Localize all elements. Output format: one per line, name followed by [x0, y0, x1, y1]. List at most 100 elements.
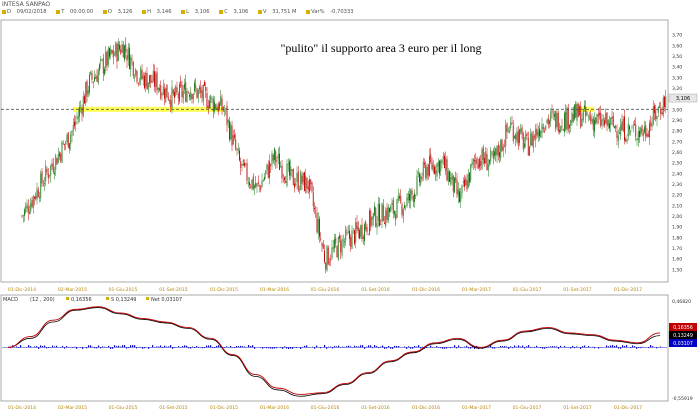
candle-body — [229, 120, 230, 140]
macd-histogram-bar — [38, 347, 40, 349]
macd-histogram-bar — [182, 346, 184, 348]
candle-body — [112, 50, 114, 58]
candle-body — [34, 196, 35, 199]
macd-histogram-bar — [358, 346, 360, 348]
candle-body — [62, 143, 64, 145]
candle-body — [535, 128, 537, 141]
macd-histogram-bar — [90, 345, 92, 348]
macd-histogram-bar — [416, 346, 418, 348]
candle-body — [329, 261, 330, 263]
candle-body — [114, 54, 115, 56]
macd-histogram-bar — [74, 346, 76, 348]
macd-histogram-bar — [242, 346, 244, 348]
candle-body — [154, 71, 155, 87]
candle-body — [610, 117, 612, 126]
macd-histogram-bar — [164, 345, 166, 348]
candle-body — [180, 81, 182, 87]
candle-body — [129, 48, 130, 69]
macd-value-tag — [669, 323, 697, 331]
candle-body — [59, 152, 60, 157]
candle-body — [297, 171, 299, 191]
macd-histogram-bar — [442, 347, 444, 349]
macd-x-tick-label: 01-Set-2016 — [361, 405, 389, 411]
macd-histogram-bar — [518, 345, 520, 348]
macd-histogram-bar — [524, 347, 526, 349]
candle-body — [472, 158, 474, 165]
candle-body — [549, 120, 550, 124]
macd-histogram-bar — [404, 346, 406, 348]
candle-body — [639, 130, 640, 138]
candle-body — [379, 203, 380, 226]
candle-body — [452, 175, 454, 192]
macd-histogram-bar — [380, 346, 382, 348]
candle-body — [99, 64, 100, 71]
candle-body — [649, 123, 650, 138]
macd-histogram-bar — [162, 347, 164, 349]
macd-histogram-bar — [40, 345, 42, 348]
candle-body — [339, 236, 340, 239]
candle-body — [161, 93, 163, 96]
candle-body — [444, 155, 445, 169]
price-y-tick-label: 3,20 — [672, 86, 682, 92]
candle-body — [117, 42, 119, 61]
candle-body — [427, 164, 429, 176]
macd-histogram-bar — [186, 345, 188, 348]
candle-body — [76, 116, 78, 119]
candle-body — [56, 158, 58, 165]
candle-body — [291, 169, 293, 171]
candle-body — [356, 221, 358, 230]
macd-histogram-bar — [334, 346, 336, 348]
candle-body — [234, 135, 235, 138]
macd-histogram-bar — [240, 345, 242, 348]
candle-body — [52, 164, 54, 172]
price-x-tick-label: 01-Set-2017 — [563, 287, 591, 293]
macd-histogram-bar — [570, 347, 572, 349]
candle-body — [214, 102, 215, 112]
candle-body — [454, 177, 455, 193]
candle-body — [412, 195, 414, 202]
candle-body — [386, 208, 388, 220]
candle-body — [434, 166, 435, 174]
macd-histogram-bar — [458, 345, 460, 348]
candle-body — [147, 82, 149, 91]
candle-body — [464, 179, 465, 187]
candle-body — [362, 236, 364, 239]
macd-histogram-bar — [172, 347, 174, 349]
candle-body — [90, 71, 92, 75]
candle-body — [652, 106, 654, 125]
candle-body — [582, 110, 584, 121]
macd-histogram-bar — [642, 346, 644, 348]
candle-body — [597, 114, 599, 117]
candle-body — [184, 83, 185, 90]
candle-body — [520, 128, 522, 133]
macd-histogram-bar — [212, 347, 214, 348]
candle-body — [269, 161, 270, 178]
candle-body — [371, 216, 373, 226]
price-panel-frame — [0, 19, 669, 283]
candle-body — [479, 158, 480, 168]
macd-histogram-bar — [372, 347, 374, 349]
candle-body — [536, 128, 538, 136]
candle-body — [435, 170, 437, 174]
candle-body — [601, 119, 603, 126]
candle-body — [494, 151, 495, 157]
price-y-tick-label: 2,00 — [672, 214, 682, 220]
candle-body — [54, 172, 55, 175]
candle-body — [244, 162, 245, 166]
macd-y-max-label: 0,46820 — [672, 299, 691, 305]
macd-value-tag-label: 0,13249 — [673, 333, 693, 339]
macd-histogram-bar — [286, 347, 288, 349]
price-y-tick-label: 2,30 — [672, 182, 682, 188]
macd-histogram-bar — [522, 345, 524, 348]
macd-histogram-bar — [302, 346, 304, 348]
macd-histogram-bar — [226, 346, 228, 348]
macd-histogram-bar — [636, 347, 638, 349]
candle-body — [495, 148, 497, 155]
candle-body — [121, 44, 123, 53]
candle-body — [60, 153, 62, 161]
candle-body — [529, 146, 530, 156]
candle-body — [294, 183, 295, 188]
candle-body — [407, 193, 409, 200]
candle-body — [477, 163, 479, 169]
candle-body — [35, 195, 37, 199]
